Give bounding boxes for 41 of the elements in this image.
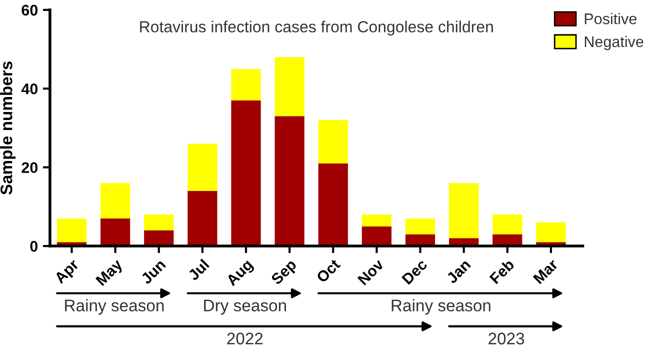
y-tick-label: 0 bbox=[30, 240, 38, 252]
bar bbox=[274, 57, 304, 116]
text: 2023 bbox=[488, 332, 524, 344]
bar bbox=[318, 163, 348, 246]
bar bbox=[188, 190, 218, 246]
bar bbox=[100, 183, 130, 218]
text: Dry season bbox=[204, 300, 286, 315]
bar bbox=[100, 218, 130, 246]
x-tick-label: Sep bbox=[270, 258, 300, 288]
bar bbox=[362, 214, 392, 226]
text: Rainy season bbox=[65, 299, 164, 315]
x-tick-label: Mar bbox=[532, 258, 559, 284]
y-axis-title: Sample numbers bbox=[0, 62, 16, 195]
bar bbox=[318, 120, 348, 164]
x-tick-label: Dec bbox=[402, 258, 428, 285]
bar bbox=[231, 100, 261, 246]
x-tick-label: Jul bbox=[186, 258, 210, 282]
bar bbox=[56, 218, 87, 242]
x-tick-label: Nov bbox=[357, 258, 385, 286]
bar bbox=[144, 214, 174, 230]
y-tick-label: 60 bbox=[22, 4, 38, 16]
bar bbox=[405, 218, 436, 234]
y-tick-label: 20 bbox=[22, 162, 38, 174]
x-tick-label: Feb bbox=[488, 258, 515, 284]
bar bbox=[492, 214, 522, 234]
bar bbox=[231, 68, 261, 100]
bar bbox=[188, 144, 218, 191]
text: Rotavirus infection cases from Congolese children bbox=[140, 20, 493, 36]
x-tick-label: Jun bbox=[140, 258, 166, 285]
text: 2022 bbox=[227, 332, 263, 344]
bar bbox=[449, 183, 479, 238]
x-tick-label: Oct bbox=[316, 258, 341, 284]
y-tick-label: 40 bbox=[21, 83, 38, 94]
x-tick-label: Apr bbox=[54, 258, 82, 286]
legend-label: Positive bbox=[584, 12, 636, 24]
bar bbox=[362, 226, 392, 246]
text: Rainy season bbox=[392, 299, 490, 315]
legend-label: Negative bbox=[584, 36, 644, 50]
x-tick-label: Jan bbox=[446, 258, 472, 284]
bar bbox=[536, 222, 566, 242]
bar bbox=[274, 116, 304, 246]
